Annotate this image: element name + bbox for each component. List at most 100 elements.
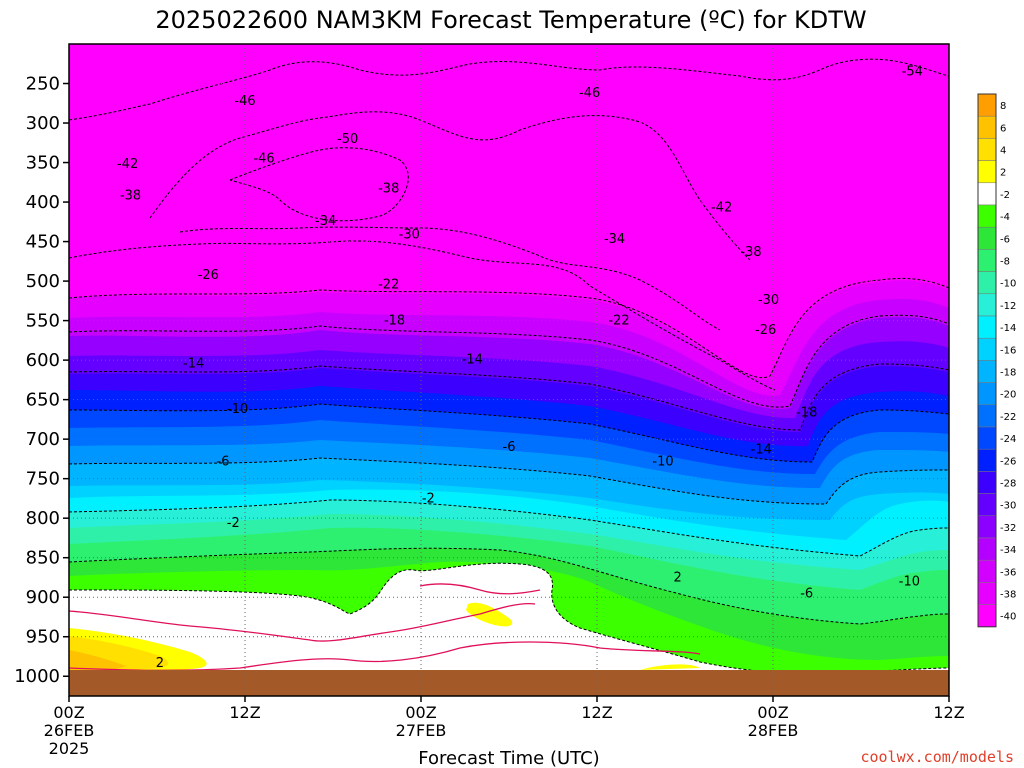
- y-tick-label: 750: [26, 469, 60, 490]
- colorbar-label: 4: [1000, 146, 1006, 157]
- y-tick-label: 1000: [14, 666, 60, 687]
- isotherm-label: -22: [378, 277, 399, 292]
- isotherm-label: -18: [384, 314, 405, 329]
- y-axis: 250 300 350 400 450 500 550 600 650 700 750 800 850 9…: [14, 74, 69, 687]
- colorbar-swatch: [977, 426, 997, 450]
- x-tick-label: 27FEB: [396, 721, 447, 740]
- y-tick-label: 550: [26, 311, 60, 332]
- isotherm-label: -14: [462, 352, 483, 367]
- colorbar-swatch: [977, 604, 997, 628]
- gridlines: [69, 44, 949, 696]
- colorbar-label: -8: [1000, 257, 1010, 268]
- y-tick-label: 250: [26, 74, 60, 95]
- colorbar-swatch: [977, 537, 997, 561]
- isotherm-label: -38: [740, 245, 761, 260]
- colorbar-label: -26: [1000, 456, 1016, 467]
- colorbar-swatch: [977, 160, 997, 184]
- isotherm-label: -14: [751, 442, 772, 457]
- colorbar-swatch: [977, 293, 997, 317]
- isotherm-label: -38: [378, 182, 399, 197]
- x-tick-label: 00Z: [53, 703, 84, 722]
- colorbar-label: -14: [1000, 323, 1016, 334]
- credit-text: coolwx.com/models: [860, 748, 1014, 766]
- isotherm-label: 2: [156, 656, 164, 671]
- x-tick-label: 00Z: [757, 703, 788, 722]
- colorbar-swatch: [977, 182, 997, 206]
- colorbar-label: -20: [1000, 390, 1016, 401]
- colorbar-label: 2: [1000, 168, 1006, 179]
- isotherm-label: -46: [579, 86, 600, 101]
- colorbar-label: -30: [1000, 501, 1016, 512]
- isotherm-label: -10: [652, 454, 673, 469]
- warm-pocket-850: [466, 602, 513, 627]
- isotherm-label: -30: [758, 293, 779, 308]
- x-tick-label: 12Z: [229, 703, 260, 722]
- y-tick-label: 650: [26, 390, 60, 411]
- colorbar-swatch: [977, 559, 997, 583]
- colorbar-frame: [977, 93, 997, 628]
- isotherm-labels: -54 -46 -46 -50 -46 -42 -38 -38 -42 -34 -30 -34 -38 -…: [117, 65, 923, 671]
- isotherm-label: -38: [120, 189, 141, 204]
- isotherm-label: -42: [117, 157, 138, 172]
- colorbar-swatch: [977, 249, 997, 272]
- colorbar-swatch: [977, 360, 997, 383]
- colorbar-swatch: [977, 315, 997, 339]
- isotherm-label: -6: [217, 454, 230, 469]
- isotherm-label: -26: [198, 268, 219, 283]
- isotherm-label: -14: [183, 356, 204, 371]
- colorbar-label: -22: [1000, 412, 1016, 423]
- plot-frame: [68, 43, 950, 697]
- isotherm-label: -18: [796, 405, 817, 420]
- x-tick-label: 12Z: [581, 703, 612, 722]
- y-tick-label: 700: [26, 429, 60, 450]
- colorbar-swatch: [977, 404, 997, 428]
- y-tick-label: 850: [26, 548, 60, 569]
- y-tick-label: 300: [26, 113, 60, 134]
- colorbar-swatch: [977, 138, 997, 161]
- colorbar-label: -10: [1000, 279, 1016, 290]
- isotherm-label: -30: [399, 227, 420, 242]
- colorbar-swatch: [977, 204, 997, 228]
- isotherm-label: -2: [227, 516, 240, 531]
- colorbar-label: -38: [1000, 590, 1016, 601]
- colorbar-label: -6: [1000, 234, 1010, 245]
- isotherm-label: -22: [608, 314, 629, 329]
- colorbar-swatch: [977, 515, 997, 539]
- isotherm-label: -6: [800, 586, 813, 601]
- colorbar-swatch: [977, 582, 997, 605]
- colorbar-label: -16: [1000, 345, 1016, 356]
- isotherm-label: -10: [227, 402, 248, 417]
- plot-area: -54 -46 -46 -50 -46 -42 -38 -38 -42 -34 -30 -34 -38 -…: [69, 44, 949, 696]
- colorbar-label: -40: [1000, 612, 1016, 623]
- x-tick-label: 26FEB: [44, 721, 95, 740]
- x-tick-label: 00Z: [405, 703, 436, 722]
- isotherm-lines: [69, 58, 949, 674]
- colorbar-swatch: [977, 448, 997, 472]
- isotherm-label: -34: [604, 232, 625, 247]
- isotherm-label: -50: [337, 132, 358, 147]
- chart-title: 2025022600 NAM3KM Forecast Temperature (…: [155, 6, 866, 34]
- colorbar-label: -34: [1000, 545, 1016, 556]
- isotherm-label: -46: [234, 94, 255, 109]
- colorbar-swatch: [977, 382, 997, 406]
- colorbar-swatch: [977, 226, 997, 250]
- colorbar-label: 6: [1000, 123, 1006, 134]
- band-above-minus-2: [69, 563, 949, 696]
- colorbar-swatch: [977, 115, 997, 139]
- x-tick-label: 28FEB: [748, 721, 799, 740]
- isotherm-label: 2: [674, 570, 682, 585]
- isotherm-label: -42: [711, 201, 732, 216]
- colorbar-label: -36: [1000, 567, 1016, 578]
- y-tick-label: 950: [26, 627, 60, 648]
- warm-pocket-near-surface: [640, 664, 700, 670]
- isotherm-label: -26: [755, 323, 776, 338]
- colorbar-label: -18: [1000, 368, 1016, 379]
- ground-surface: [69, 670, 949, 696]
- x-axis-label: Forecast Time (UTC): [418, 748, 599, 768]
- y-tick-label: 500: [26, 271, 60, 292]
- y-tick-label: 900: [26, 587, 60, 608]
- colorbar-label: -24: [1000, 434, 1016, 445]
- colorbar-label: -4: [1000, 212, 1010, 223]
